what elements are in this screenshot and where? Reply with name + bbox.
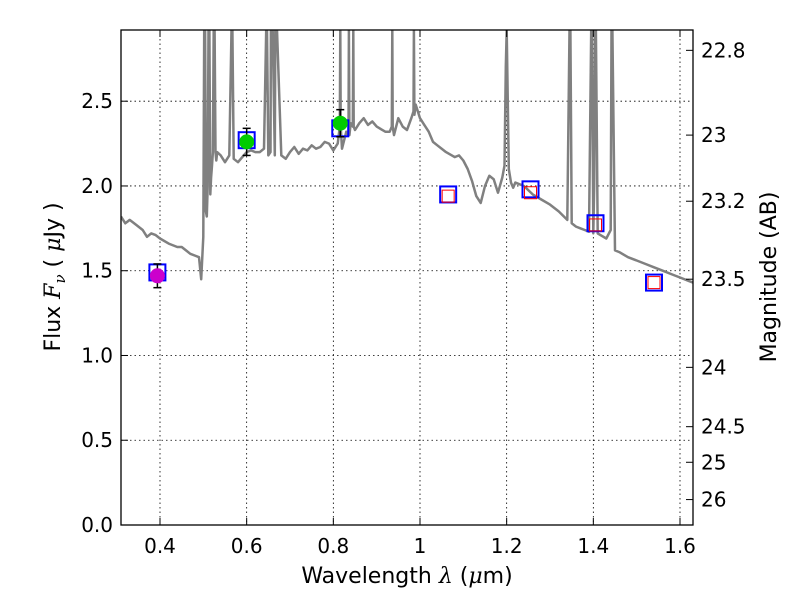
y-tick-label: 2.0 bbox=[81, 174, 113, 198]
y-tick-label: 1.0 bbox=[81, 343, 113, 367]
x-tick-label: 1.6 bbox=[664, 534, 696, 558]
sed-chart: 0.4 0.6 0.8 1 1.2 1.4 1.6 0.0 0.5 1.0 1.5 2.0 2.5 22.… bbox=[0, 0, 800, 600]
y-tick-label: 0.5 bbox=[81, 428, 113, 452]
photometry-point bbox=[333, 116, 347, 130]
y2-tick-label: 25 bbox=[701, 450, 726, 474]
x-tick-label: 1.4 bbox=[577, 534, 609, 558]
y2-tick-label: 24.5 bbox=[701, 415, 746, 439]
x-axis-label: Wavelength λ (μm) bbox=[301, 564, 512, 589]
y2-tick-label: 24 bbox=[701, 355, 726, 379]
y-tick-label: 0.0 bbox=[81, 513, 113, 537]
photometry-point bbox=[150, 269, 164, 283]
y-tick-label: 1.5 bbox=[81, 259, 113, 283]
x-tick-label: 1 bbox=[414, 534, 427, 558]
y-tick-label: 2.5 bbox=[81, 89, 113, 113]
y2-tick-label: 22.8 bbox=[701, 38, 746, 62]
x-tick-label: 0.6 bbox=[231, 534, 263, 558]
y2-tick-label: 23.5 bbox=[701, 267, 746, 291]
x-tick-label: 0.8 bbox=[317, 534, 349, 558]
photometry-point bbox=[240, 135, 254, 149]
x-tick-label: 1.2 bbox=[491, 534, 523, 558]
y2-tick-label: 23 bbox=[701, 123, 726, 147]
x-tick-label: 0.4 bbox=[144, 534, 176, 558]
y2-tick-label: 23.2 bbox=[701, 189, 746, 213]
y2-axis-label: Magnitude (AB) bbox=[757, 192, 782, 363]
y2-tick-label: 26 bbox=[701, 488, 726, 512]
